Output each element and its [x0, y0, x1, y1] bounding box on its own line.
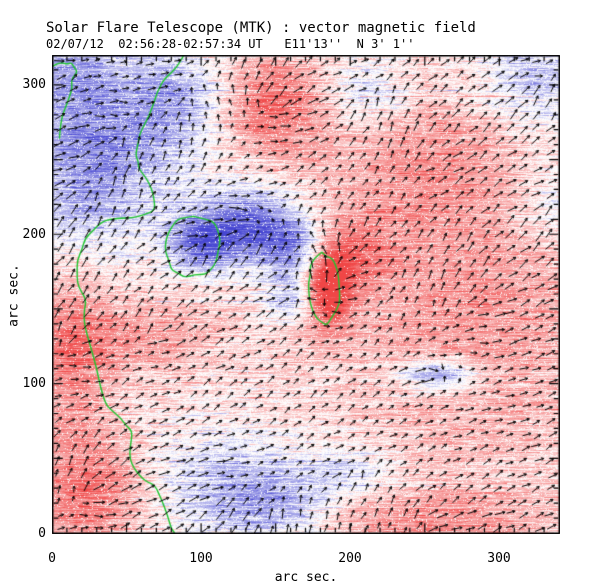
y-axis-title: arc sec. — [6, 264, 22, 327]
y-tick-label-300: 300 — [22, 77, 46, 92]
y-tick-label-200: 200 — [22, 227, 46, 242]
y-tick-label-0: 0 — [38, 526, 46, 541]
magnetogram-canvas — [52, 55, 560, 534]
x-tick-label-200: 200 — [338, 551, 362, 566]
x-tick-label-300: 300 — [487, 551, 511, 566]
x-tick-label-0: 0 — [48, 551, 56, 566]
x-axis-title: arc sec. — [274, 570, 338, 585]
figure-subtitle: 02/07/12 02:56:28-02:57:34 UT E11'13'' N… — [46, 37, 415, 51]
figure-title: Solar Flare Telescope (MTK) : vector mag… — [46, 20, 476, 36]
x-tick-label-100: 100 — [189, 551, 213, 566]
y-tick-label-100: 100 — [22, 376, 46, 391]
